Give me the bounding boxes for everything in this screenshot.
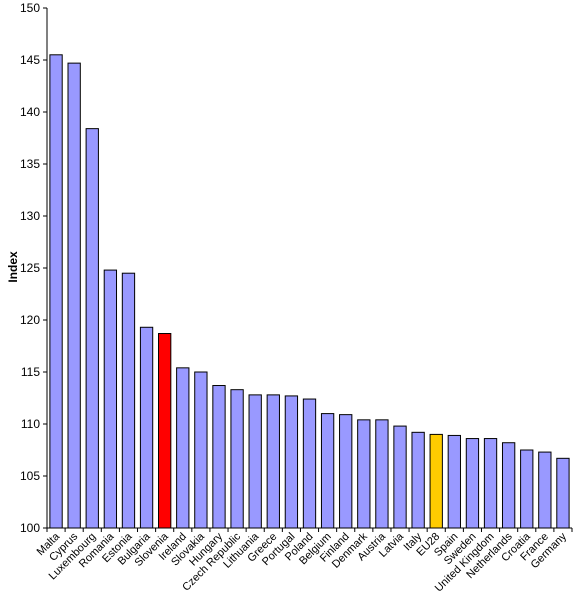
bar-latvia <box>393 425 407 529</box>
bar-netherlands <box>501 442 516 529</box>
bar-greece <box>266 394 280 529</box>
y-tick-label: 110 <box>21 417 40 431</box>
x-tick-labels: MaltaCyprusLuxembourgRomaniaEstoniaBulga… <box>35 530 570 594</box>
bar-hungary <box>212 385 226 529</box>
bar-malta <box>49 54 63 529</box>
bar-romania <box>103 269 118 529</box>
bar-croatia <box>520 449 534 529</box>
y-tick-label: 120 <box>20 313 40 327</box>
bar-portugal <box>284 395 299 529</box>
bar-belgium <box>320 413 335 529</box>
bar-poland <box>302 398 317 529</box>
bar-luxembourg <box>85 128 99 529</box>
axis-layer <box>43 7 573 532</box>
bar-slovakia <box>194 371 208 529</box>
bar-italy <box>411 431 425 529</box>
bar-czech-republic <box>230 389 244 529</box>
bar-austria <box>375 419 389 529</box>
bar-bulgaria <box>139 326 154 529</box>
y-tick-label: 150 <box>20 1 40 15</box>
bar-germany <box>556 457 570 529</box>
bar-estonia <box>121 272 136 529</box>
bars-layer <box>49 54 570 529</box>
y-tick-label: 135 <box>20 157 40 171</box>
bar-denmark <box>357 419 371 529</box>
bar-ireland <box>176 367 190 529</box>
bar-finland <box>339 414 353 529</box>
y-tick-label: 100 <box>20 521 40 535</box>
bar-slovenia <box>158 333 172 529</box>
y-tick-label: 145 <box>20 53 40 67</box>
y-tick-label: 125 <box>20 261 40 275</box>
bar-lithuania <box>248 394 262 529</box>
y-tick-label: 115 <box>21 365 40 379</box>
y-tick-label: 105 <box>20 469 40 483</box>
y-tick-label: 130 <box>20 209 40 223</box>
bar-cyprus <box>67 62 81 529</box>
bar-sweden <box>465 438 480 529</box>
bar-france <box>538 451 552 529</box>
y-axis-title: Index <box>6 251 20 283</box>
bar-eu28 <box>429 433 443 529</box>
bar-united-kingdom <box>483 438 498 529</box>
y-tick-labels: 100 105 110 115 120 125 130 135 140 145 150 <box>20 1 40 535</box>
y-tick-label: 140 <box>20 105 40 119</box>
bar-spain <box>447 434 461 529</box>
